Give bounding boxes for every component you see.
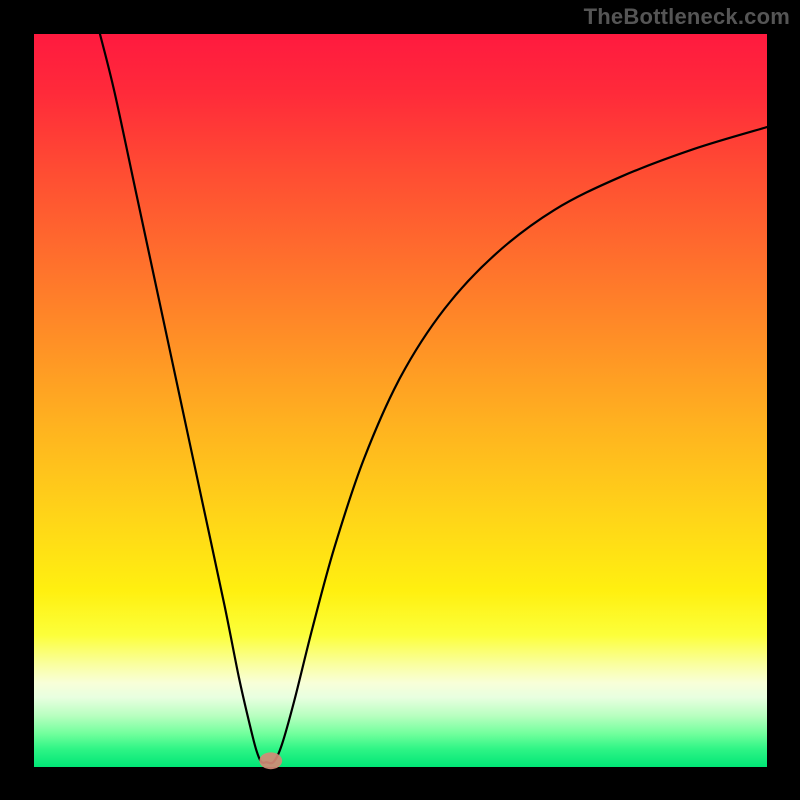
optimum-marker [259, 752, 282, 769]
stage: TheBottleneck.com [0, 0, 800, 800]
gradient-plot-area [34, 34, 767, 767]
bottleneck-chart [0, 0, 800, 800]
watermark-text: TheBottleneck.com [584, 4, 790, 30]
